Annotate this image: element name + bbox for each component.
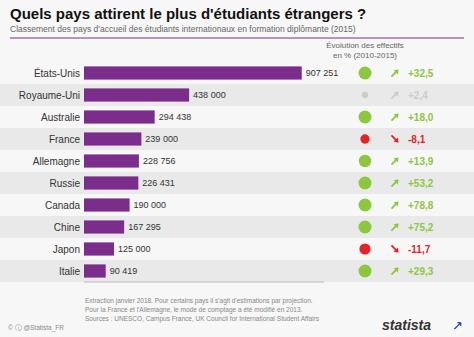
evolution-label: +78,8 — [408, 200, 434, 211]
evolution-label: +75,2 — [408, 222, 434, 233]
evolution-label: -8,1 — [408, 134, 426, 145]
evolution-dot — [359, 67, 372, 80]
chart: Quels pays attirent le plus d'étudiants … — [0, 0, 474, 337]
row-stripe — [0, 194, 474, 216]
category-label: Japon — [53, 244, 80, 255]
row-stripe — [0, 150, 474, 172]
bar — [84, 264, 106, 277]
data-label: 90 419 — [110, 266, 138, 276]
evolution-dot — [359, 221, 372, 234]
data-label: 294 438 — [159, 112, 192, 122]
subtitle: Classement des pays d'accueil des étudia… — [10, 24, 356, 34]
evolution-arrow — [389, 67, 400, 78]
evolution-label: +29,3 — [408, 266, 434, 277]
background — [0, 0, 474, 337]
evolution-dot — [359, 111, 372, 124]
data-label: 190 000 — [134, 200, 167, 210]
evolution-dot — [360, 134, 369, 143]
data-label: 228 756 — [143, 156, 176, 166]
row-stripe — [0, 128, 474, 150]
bar — [84, 110, 155, 123]
evolution-dot — [359, 155, 371, 167]
category-label: Italie — [59, 266, 81, 277]
evolution-dot — [359, 243, 370, 254]
bar — [84, 66, 302, 79]
row-stripe — [0, 238, 474, 260]
category-label: Canada — [45, 200, 80, 211]
separator — [10, 38, 464, 39]
category-label: Russie — [49, 178, 80, 189]
evolution-label: +32,5 — [408, 68, 434, 79]
row-stripe — [0, 84, 474, 106]
bar — [84, 198, 130, 211]
evolution-dot — [362, 92, 368, 98]
evolution-arrow — [389, 243, 400, 254]
category-label: États-Unis — [34, 67, 80, 79]
footer-note: Sources : UNESCO, Campus France, UK Coun… — [85, 315, 320, 323]
category-label: France — [49, 134, 81, 145]
bar — [84, 154, 139, 167]
data-label: 125 000 — [118, 244, 151, 254]
bar — [84, 88, 189, 101]
evolution-label: +2,4 — [408, 90, 428, 101]
bar — [84, 242, 114, 255]
evolution-arrow — [389, 177, 400, 188]
credit: © ⓘ @Statista_FR — [8, 324, 64, 332]
evolution-arrow — [389, 155, 400, 166]
footer-note: Extraction janvier 2018. Pour certains p… — [85, 297, 313, 305]
bar — [84, 132, 141, 145]
row-stripe — [0, 172, 474, 194]
logo-icon: ↗ — [452, 318, 463, 333]
evolution-arrow — [389, 199, 400, 210]
evolution-dot — [359, 265, 372, 278]
category-label: Australie — [41, 112, 80, 123]
evolution-title: Évolution des effectifsen % (2010-2015) — [326, 41, 404, 60]
x-axis — [84, 282, 324, 283]
category-label: Allemagne — [33, 156, 81, 167]
evolution-label: -11,7 — [408, 244, 431, 255]
evolution-dot — [359, 177, 372, 190]
data-label: 438 000 — [193, 90, 226, 100]
bar — [84, 176, 138, 189]
row-stripe — [0, 260, 474, 282]
bars — [84, 66, 302, 277]
data-label: 907 251 — [306, 68, 339, 78]
data-label: 239 000 — [145, 134, 178, 144]
evolution-label: +18,0 — [408, 112, 434, 123]
evolution-label: +13,9 — [408, 156, 434, 167]
data-label: 226 431 — [142, 178, 175, 188]
logo: statista — [382, 317, 431, 333]
title: Quels pays attirent le plus d'étudiants … — [10, 5, 366, 22]
evolution-arrow — [389, 221, 400, 232]
evolution-dot — [359, 199, 372, 212]
row-stripe — [0, 106, 474, 128]
evolution-label: +53,2 — [408, 178, 434, 189]
footer-note: Pour la France et l'Allemagne, le mode d… — [85, 306, 303, 314]
row-stripe — [0, 62, 474, 84]
category-label: Royaume-Uni — [19, 90, 80, 101]
category-label: Chine — [54, 222, 81, 233]
evolution-arrow — [389, 111, 400, 122]
data-label: 167 295 — [128, 222, 161, 232]
evolution-arrow — [389, 265, 400, 276]
row-stripe — [0, 216, 474, 238]
evolution-arrow — [389, 133, 400, 144]
evolution-arrow — [389, 89, 400, 100]
bar — [84, 220, 124, 233]
